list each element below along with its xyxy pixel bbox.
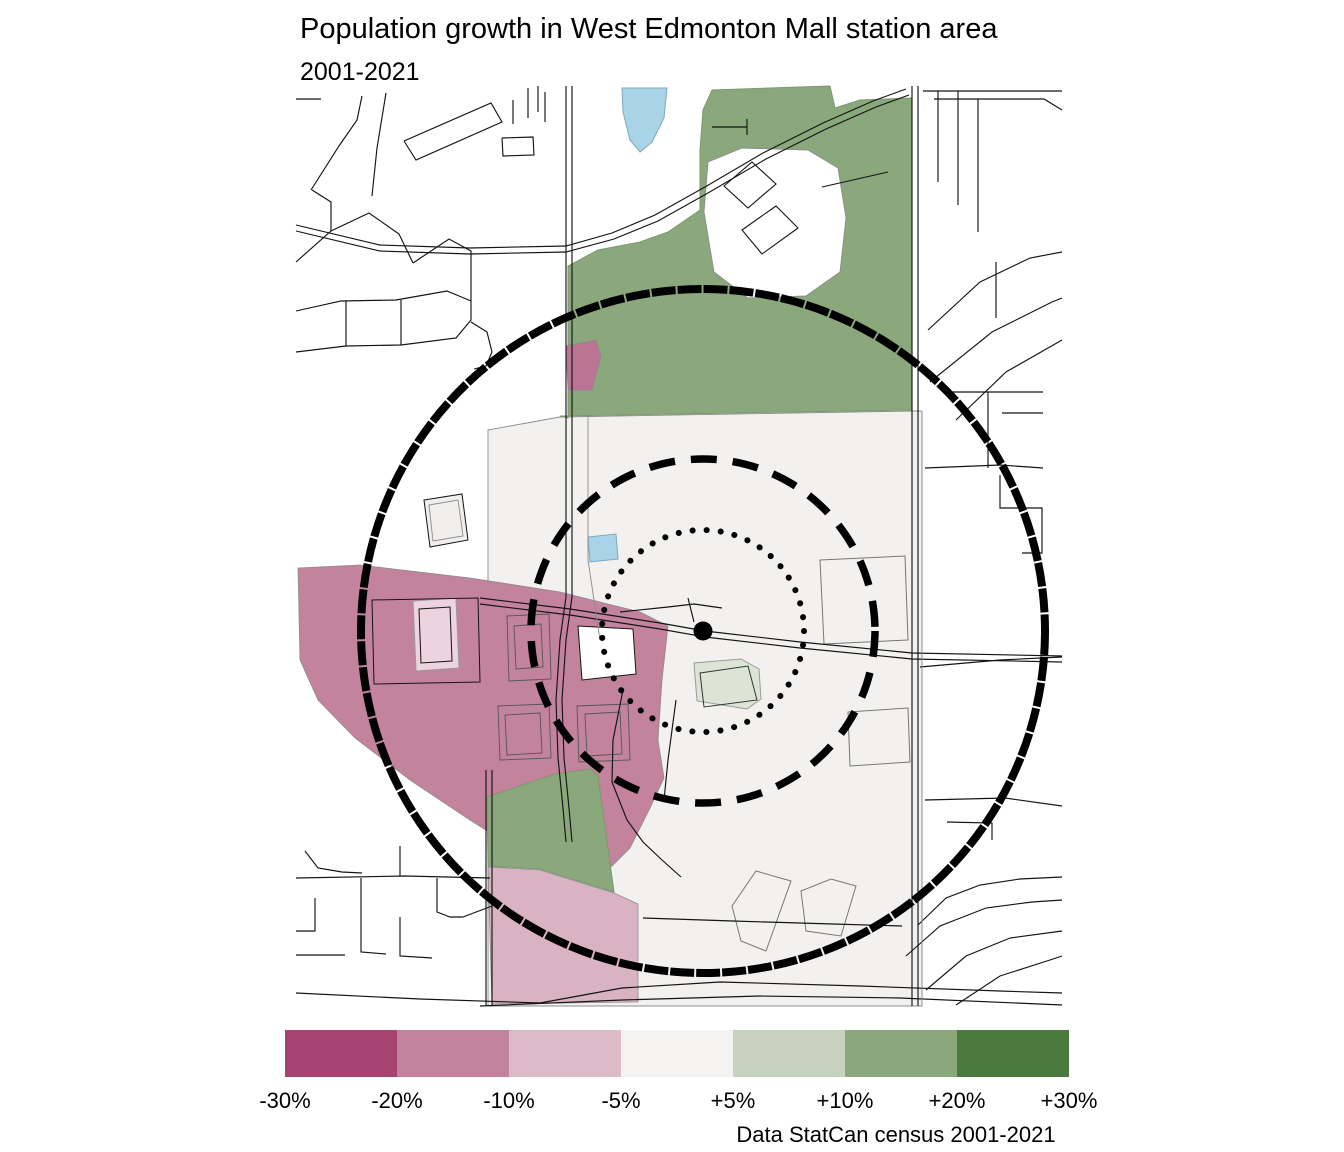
legend-tick: -30% — [259, 1088, 311, 1113]
data-source-caption: Data StatCan census 2001-2021 — [736, 1122, 1056, 1147]
legend-tick: +5% — [710, 1088, 756, 1113]
legend-tick: -20% — [371, 1088, 423, 1113]
middle-ring-dashed — [527, 455, 879, 807]
legend-tick: +20% — [928, 1088, 986, 1113]
region-hole-west — [577, 625, 637, 681]
legend-swatch — [285, 1030, 397, 1077]
road-network — [295, 86, 1063, 1007]
building-outline — [699, 665, 758, 708]
pond — [587, 87, 668, 563]
legend-swatch — [957, 1030, 1069, 1077]
legend-swatch — [509, 1030, 621, 1077]
legend-swatch — [733, 1030, 845, 1077]
legend-tick: +30% — [1040, 1088, 1098, 1113]
parcel-boundaries — [587, 412, 923, 1006]
region-hole-north — [703, 147, 847, 299]
legend-swatch — [621, 1030, 733, 1077]
building-outline — [723, 161, 799, 255]
station-dot — [693, 621, 713, 641]
path-in-green — [821, 171, 889, 188]
region-north-small-parcel — [565, 339, 602, 391]
outer-ring-solid — [357, 285, 1049, 977]
region-small-building-parcel — [423, 493, 469, 548]
legend-swatch — [845, 1030, 957, 1077]
legend-tick: -5% — [601, 1088, 641, 1113]
building-outline — [428, 499, 464, 542]
inner-ring-dotted — [599, 527, 807, 735]
region-south-green — [486, 768, 615, 893]
building-outlines-mall — [731, 555, 911, 952]
map-canvas — [295, 85, 1065, 1012]
legend-colorbar — [285, 1030, 1069, 1077]
page-subtitle: 2001-2021 — [300, 58, 420, 86]
legend-tick: +10% — [816, 1088, 874, 1113]
region-station-parcel — [693, 658, 762, 710]
building-outline — [371, 597, 481, 685]
legend-tick: -10% — [483, 1088, 535, 1113]
choropleth-map — [295, 85, 1063, 1007]
page-title: Population growth in West Edmonton Mall … — [300, 13, 998, 45]
legend-swatch — [397, 1030, 509, 1077]
region-west-residential — [297, 564, 669, 873]
